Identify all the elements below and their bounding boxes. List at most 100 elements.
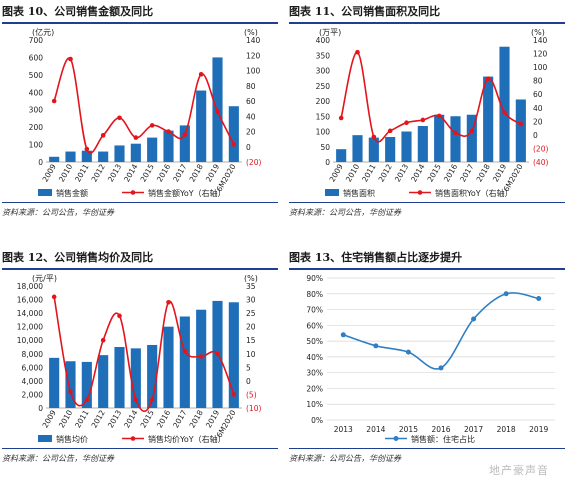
yoy-point [182, 132, 188, 137]
yoy-point [182, 348, 188, 354]
bar [499, 46, 510, 162]
y-tick-label: 0% [311, 416, 323, 425]
category-label: 2018 [188, 408, 205, 429]
y-tick-label: 60% [306, 321, 323, 330]
category-label: 2013 [106, 162, 123, 183]
category-label: 2009 [41, 408, 58, 429]
category-label: 2010 [57, 408, 74, 429]
bar [450, 116, 461, 162]
category-label: 2015 [139, 162, 156, 183]
yoy-point [149, 123, 155, 128]
series-line [343, 292, 539, 370]
yoy-point [198, 72, 204, 77]
yoy-point [404, 120, 409, 125]
yoy-point [100, 133, 106, 138]
yoy-line [53, 57, 235, 154]
title-rule [289, 22, 565, 24]
right-tick-label: 30 [246, 296, 256, 305]
left-tick-label: 400 [316, 36, 331, 45]
right-tick-label: 40 [533, 104, 543, 113]
left-tick-label: 6,000 [22, 363, 44, 372]
right-tick-label: (40) [533, 158, 548, 167]
watermark: 地产豪声音 [489, 464, 549, 477]
bar [130, 348, 141, 408]
right-tick-label: 60 [246, 97, 256, 106]
yoy-point [469, 128, 475, 134]
category-label: 2016 [431, 425, 450, 434]
yoy-point [149, 397, 155, 403]
series-point [438, 365, 444, 371]
category-label: 2016 [155, 408, 172, 429]
bar [228, 106, 239, 162]
left-tick-label: 10,000 [17, 336, 43, 345]
yoy-point [502, 110, 507, 115]
yoy-point [485, 76, 491, 81]
panel-sales-area: 图表 11、公司销售面积及同比 (万平) (%) 0 50 100 150 200 250 30… [289, 2, 565, 242]
category-label: 2017 [464, 425, 483, 434]
right-tick-label: 35 [246, 282, 256, 291]
category-label: 2018 [497, 425, 516, 434]
category-label: 2017 [171, 408, 188, 429]
right-tick-label: 100 [246, 67, 261, 76]
yoy-point [100, 337, 106, 343]
right-tick-label: 120 [533, 50, 548, 59]
y-tick-label: 80% [306, 290, 323, 299]
right-tick-label: 10 [246, 350, 256, 359]
title-rule [2, 268, 278, 270]
chart-residential-share: 0% 10% 20% 30% 40% 50% 60% 70% 80% 90% 2013 2014 201… [306, 274, 555, 444]
left-tick-label: 8,000 [22, 350, 44, 359]
panel-title: 图表 10、公司销售金额及同比 [2, 5, 154, 18]
bottom-rule [2, 448, 278, 449]
category-label: 2018 [188, 162, 205, 183]
y-tick-label: 70% [306, 306, 323, 315]
right-tick-label: (10) [246, 404, 261, 413]
category-label: 2017 [458, 162, 475, 183]
title-rule [289, 268, 565, 270]
legend-line-label: 销售均价YoY（右轴） [148, 434, 226, 444]
bar [163, 326, 174, 408]
left-tick-label: 2,000 [22, 390, 44, 399]
left-axis-unit: (万平) [319, 28, 341, 37]
yoy-line [53, 296, 235, 413]
category-label: 2015 [399, 425, 418, 434]
series-point [373, 343, 379, 349]
yoy-point [215, 351, 220, 357]
right-tick-label: 15 [246, 336, 256, 345]
left-tick-label: 350 [316, 51, 331, 60]
series-point [405, 349, 411, 355]
left-tick-label: 150 [316, 112, 331, 121]
bar [81, 361, 92, 408]
yoy-point [166, 129, 171, 134]
yoy-point [355, 49, 360, 55]
left-tick-label: 14,000 [17, 309, 43, 318]
bar [49, 357, 60, 408]
yoy-point [371, 134, 377, 140]
right-tick-label: 0 [246, 143, 251, 152]
category-label: 2013 [106, 408, 123, 429]
right-tick-label: 60 [533, 90, 543, 99]
category-label: 2019 [529, 425, 548, 434]
yoy-point [453, 130, 458, 136]
left-tick-label: 300 [316, 67, 331, 76]
bar [352, 135, 363, 162]
legend-bar-label: 销售均价 [56, 434, 88, 444]
category-label: 2012 [377, 162, 394, 183]
right-tick-label: 120 [246, 51, 261, 60]
category-label: 2018 [475, 162, 492, 183]
category-label: 2014 [122, 408, 139, 429]
yoy-point [198, 354, 204, 359]
category-label: 2016 [442, 162, 459, 183]
series-point [340, 332, 346, 338]
yoy-point [84, 397, 90, 403]
category-label: 2011 [360, 162, 377, 183]
bar [515, 99, 526, 162]
category-label: 2012 [90, 162, 107, 183]
right-axis-unit: (%) [244, 28, 258, 37]
yoy-point [51, 294, 57, 300]
left-tick-label: 100 [29, 141, 44, 150]
bottom-rule [2, 202, 278, 203]
category-label: 2010 [57, 162, 74, 183]
category-label: 2012 [90, 408, 107, 429]
right-tick-label: 20 [246, 128, 256, 137]
yoy-point [436, 113, 442, 119]
